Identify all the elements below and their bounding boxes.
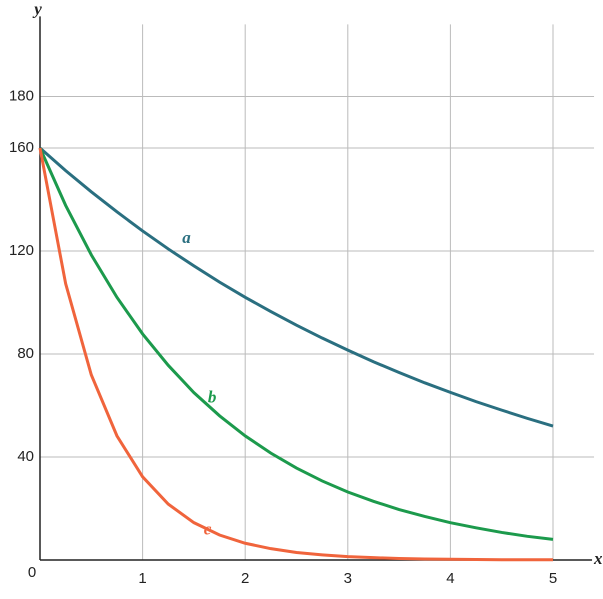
y-tick-label: 120 (9, 242, 34, 259)
y-axis-label: y (32, 0, 42, 18)
x-tick-label: 3 (344, 570, 352, 587)
y-tick-label: 80 (17, 345, 34, 362)
series-line (39, 146, 554, 428)
series-label: a (182, 228, 191, 247)
y-tick-label: 180 (9, 87, 34, 104)
x-tick-label: 1 (138, 570, 146, 587)
x-tick-label: 0 (28, 564, 36, 581)
series-label: b (208, 388, 217, 407)
series-label: c (204, 520, 212, 539)
x-tick-label: 2 (241, 570, 249, 587)
y-tick-label: 160 (9, 139, 34, 156)
x-tick-label: 4 (446, 570, 454, 587)
series-line (38, 147, 553, 562)
y-tick-label: 40 (17, 448, 34, 465)
x-tick-label: 5 (549, 570, 557, 587)
series-line (38, 147, 554, 541)
x-axis-label: x (593, 549, 603, 568)
